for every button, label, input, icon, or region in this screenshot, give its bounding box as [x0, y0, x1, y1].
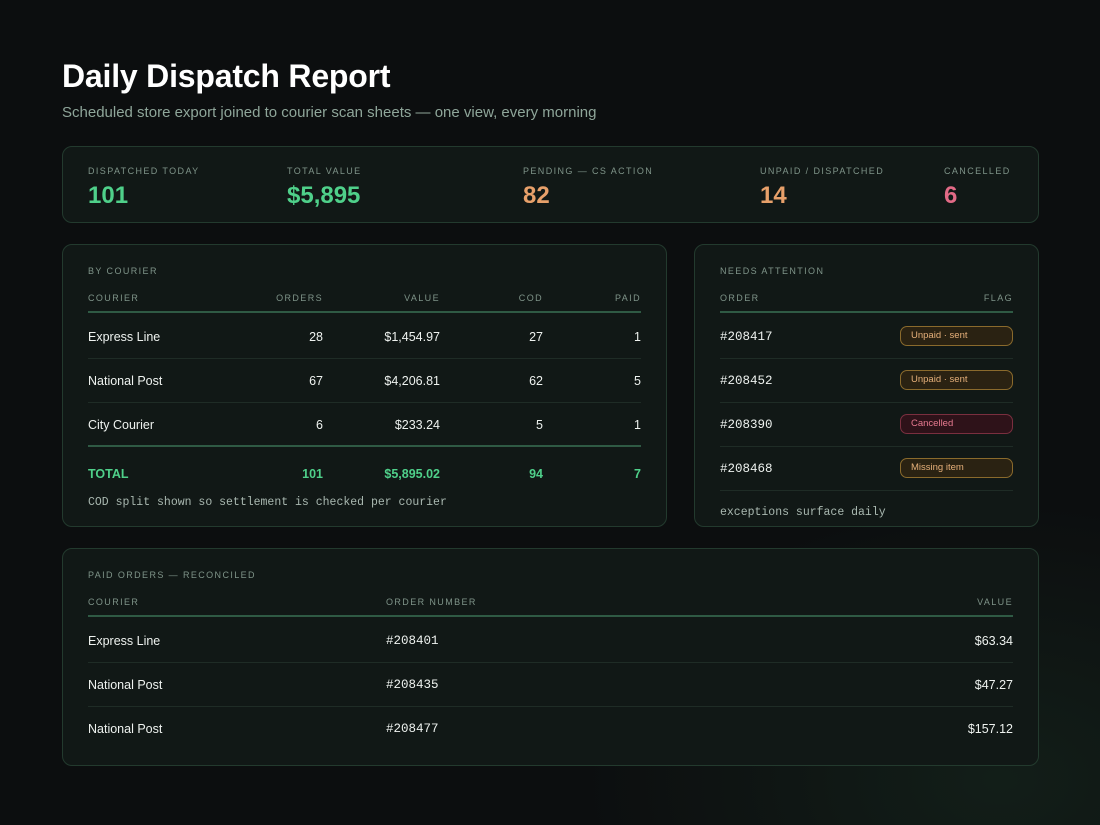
- table-row[interactable]: National Post 67 $4,206.81 62 5: [88, 359, 641, 403]
- column-header-orders: ORDERS: [276, 293, 323, 303]
- cell-order-number: #208417: [720, 330, 773, 344]
- column-header-courier: COURIER: [88, 597, 140, 607]
- column-header-order-number: ORDER NUMBER: [386, 597, 477, 607]
- paid-orders-panel: PAID ORDERS — RECONCILED COURIER ORDER N…: [62, 548, 1039, 766]
- cell-orders: 67: [309, 374, 323, 388]
- cell-courier: Express Line: [88, 330, 161, 344]
- cell-courier: National Post: [88, 678, 163, 692]
- cell-total-value: $5,895.02: [384, 467, 440, 481]
- column-header-courier: COURIER: [88, 293, 140, 303]
- table-header: ORDER FLAG: [720, 293, 1013, 313]
- cell-value: $47.27: [974, 678, 1013, 692]
- table-row[interactable]: National Post #208477 $157.12: [88, 707, 1013, 751]
- cell-order-number: #208390: [720, 418, 773, 432]
- panel-footnote: exceptions surface daily: [720, 506, 886, 519]
- cell-value: $63.34: [974, 634, 1013, 648]
- cell-value: $4,206.81: [384, 374, 440, 388]
- cell-order-number: #208452: [720, 374, 773, 388]
- cell-courier: National Post: [88, 722, 163, 736]
- page-subtitle: Scheduled store export joined to courier…: [62, 104, 597, 121]
- cell-order-number: #208468: [720, 462, 773, 476]
- kpi-unpaid-dispatched: UNPAID / DISPATCHED 14: [760, 166, 884, 210]
- kpi-label: TOTAL VALUE: [287, 166, 362, 176]
- kpi-cancelled: CANCELLED 6: [944, 166, 1011, 210]
- kpi-label: DISPATCHED TODAY: [88, 166, 200, 176]
- cell-courier: Express Line: [88, 634, 161, 648]
- cell-orders: 28: [309, 330, 323, 344]
- status-badge: Missing item: [900, 458, 1013, 478]
- status-badge: Unpaid · sent: [900, 326, 1013, 346]
- needs-attention-panel: NEEDS ATTENTION ORDER FLAG #208417 Unpai…: [694, 244, 1039, 527]
- kpi-value: 82: [523, 182, 550, 209]
- column-header-cod: COD: [518, 293, 543, 303]
- cell-order-number: #208435: [386, 678, 439, 692]
- table-row[interactable]: Express Line #208401 $63.34: [88, 619, 1013, 663]
- kpi-label: CANCELLED: [944, 166, 1011, 176]
- cell-courier: City Courier: [88, 418, 154, 432]
- kpi-label: PENDING — CS ACTION: [523, 166, 654, 176]
- cell-paid: 5: [634, 374, 641, 388]
- cell-cod: 27: [529, 330, 543, 344]
- section-title: BY COURIER: [88, 266, 158, 276]
- section-title: NEEDS ATTENTION: [720, 266, 825, 276]
- cell-courier: National Post: [88, 374, 163, 388]
- kpi-label: UNPAID / DISPATCHED: [760, 166, 885, 176]
- kpi-value: 101: [88, 182, 129, 209]
- column-header-value: VALUE: [404, 293, 440, 303]
- table-row[interactable]: #208390 Cancelled: [720, 403, 1013, 447]
- cell-value: $1,454.97: [384, 330, 440, 344]
- kpi-value: $5,895: [287, 182, 361, 209]
- cell-paid: 1: [634, 330, 641, 344]
- kpi-value: 6: [944, 182, 958, 209]
- table-row[interactable]: #208417 Unpaid · sent: [720, 315, 1013, 359]
- column-header-paid: PAID: [615, 293, 641, 303]
- by-courier-panel: BY COURIER COURIER ORDERS VALUE COD PAID…: [62, 244, 667, 527]
- kpi-value: 14: [760, 182, 787, 209]
- cell-order-number: #208401: [386, 634, 439, 648]
- status-badge: Cancelled: [900, 414, 1013, 434]
- cell-cod: 62: [529, 374, 543, 388]
- cell-total-label: TOTAL: [88, 467, 129, 481]
- page-title: Daily Dispatch Report: [62, 58, 391, 94]
- cell-value: $157.12: [967, 722, 1013, 736]
- cell-total-paid: 7: [634, 467, 641, 481]
- section-title: PAID ORDERS — RECONCILED: [88, 570, 256, 580]
- table-row[interactable]: Express Line 28 $1,454.97 27 1: [88, 315, 641, 359]
- column-header-order: ORDER: [720, 293, 760, 303]
- column-header-flag: FLAG: [983, 293, 1013, 303]
- table-row[interactable]: National Post #208435 $47.27: [88, 663, 1013, 707]
- kpi-dispatched-today: DISPATCHED TODAY 101: [88, 166, 200, 210]
- kpi-pending-cs-action: PENDING — CS ACTION 82: [523, 166, 653, 210]
- status-badge: Unpaid · sent: [900, 370, 1013, 390]
- table-header: COURIER ORDER NUMBER VALUE: [88, 597, 1013, 617]
- cell-order-number: #208477: [386, 722, 439, 736]
- kpi-strip: DISPATCHED TODAY 101 TOTAL VALUE $5,895 …: [62, 146, 1039, 223]
- table-footnote: COD split shown so settlement is checked…: [88, 496, 447, 509]
- cell-total-orders: 101: [302, 467, 323, 481]
- column-header-value: VALUE: [977, 597, 1013, 607]
- kpi-total-value: TOTAL VALUE $5,895: [287, 166, 362, 210]
- cell-orders: 6: [316, 418, 323, 432]
- total-row: TOTAL 101 $5,895.02 94 7: [88, 445, 641, 493]
- cell-cod: 5: [536, 418, 543, 432]
- cell-paid: 1: [634, 418, 641, 432]
- cell-total-cod: 94: [529, 467, 543, 481]
- table-row[interactable]: City Courier 6 $233.24 5 1: [88, 403, 641, 447]
- table-header: COURIER ORDERS VALUE COD PAID: [88, 293, 641, 313]
- table-row[interactable]: #208452 Unpaid · sent: [720, 359, 1013, 403]
- table-row[interactable]: #208468 Missing item: [720, 447, 1013, 491]
- cell-value: $233.24: [394, 418, 440, 432]
